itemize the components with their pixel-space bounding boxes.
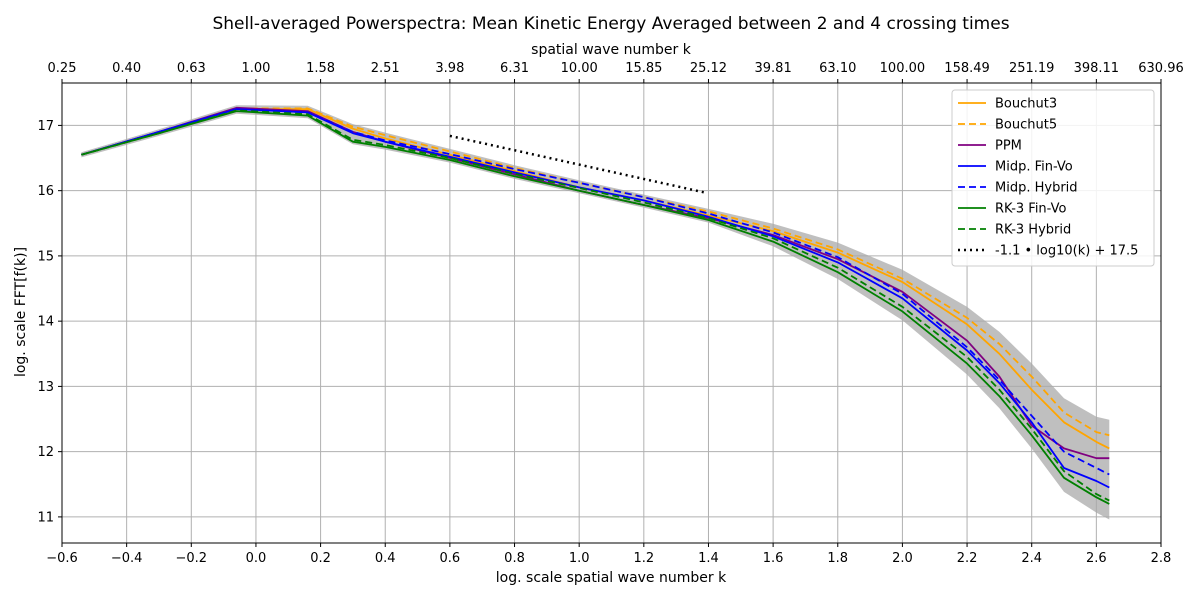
legend-label: RK-3 Fin-Vo [995,202,1066,217]
series-line-5 [81,108,1110,476]
top-tick-label: 0.63 [177,61,206,76]
legend-label: Bouchut5 [995,118,1057,133]
top-tick-label: 630.96 [1138,61,1184,76]
top-tick-label: 2.51 [371,61,400,76]
legend-label: Bouchut3 [995,97,1057,112]
series-line-4 [81,108,1110,489]
legend-label: RK-3 Hybrid [995,223,1071,238]
legend-label: Midp. Hybrid [995,181,1078,196]
ticks: −0.6 −0.4 −0.2 0.0 0.2 0.4 0.6 0.8 1.0 1.2 1.4 1.6 1… [37,61,1183,566]
legend-label: PPM [995,139,1022,154]
x-tick-label: −0.6 [46,551,78,566]
series-line-8 [449,134,706,194]
top-tick-label: 251.19 [1009,61,1055,76]
series-line-6 [81,110,1110,505]
x-axis-label: log. scale spatial wave number k [496,570,727,586]
series-lines [81,106,1110,505]
chart-title: Shell-averaged Powerspectra: Mean Kineti… [212,14,1009,34]
x-tick-label: 0.4 [375,551,396,566]
top-axis-label: spatial wave number k [531,42,692,58]
top-tick-label: 1.58 [306,61,335,76]
legend: Bouchut3 Bouchut5 PPM Midp. Fin-Vo Midp. Hyb… [951,89,1155,267]
x-tick-label: 0.6 [440,551,461,566]
top-tick-label: 3.98 [435,61,464,76]
top-tick-label: 10.00 [561,61,598,76]
y-tick-label: 17 [37,119,54,134]
y-tick-label: 12 [37,445,54,460]
y-axis-label: log. scale FFT[f(k)] [13,247,29,377]
top-tick-label: 100.00 [880,61,926,76]
x-tick-label: 1.2 [633,551,654,566]
x-tick-label: −0.4 [111,551,143,566]
x-tick-label: 2.4 [1021,551,1042,566]
x-tick-label: 1.0 [569,551,590,566]
x-tick-label: 2.0 [892,551,913,566]
legend-box [951,89,1155,267]
x-tick-label: 2.2 [957,551,978,566]
x-tick-label: −0.2 [176,551,208,566]
x-tick-label: 1.8 [827,551,848,566]
top-tick-label: 1.00 [241,61,270,76]
x-tick-label: 0.0 [246,551,267,566]
x-tick-label: 0.8 [504,551,525,566]
legend-label: Midp. Fin-Vo [995,160,1073,175]
top-tick-label: 158.49 [944,61,990,76]
legend-label: -1.1 • log10(k) + 17.5 [995,244,1138,259]
top-tick-label: 39.81 [755,61,792,76]
y-tick-label: 14 [37,315,54,330]
x-tick-label: 0.2 [310,551,331,566]
plot-frame [61,82,1162,544]
y-tick-label: 13 [37,380,54,395]
top-tick-label: 63.10 [819,61,856,76]
y-tick-label: 16 [37,184,54,199]
top-tick-label: 15.85 [625,61,662,76]
top-tick-label: 0.40 [112,61,141,76]
top-tick-label: 25.12 [690,61,727,76]
series-line-3 [81,106,1110,460]
x-tick-label: 1.4 [698,551,719,566]
x-tick-label: 2.8 [1151,551,1172,566]
y-tick-label: 11 [37,510,54,525]
x-tick-label: 1.6 [763,551,784,566]
top-tick-label: 0.25 [48,61,77,76]
y-tick-label: 15 [37,249,54,264]
top-tick-label: 398.11 [1074,61,1120,76]
top-tick-label: 6.31 [500,61,529,76]
x-tick-label: 2.6 [1086,551,1107,566]
